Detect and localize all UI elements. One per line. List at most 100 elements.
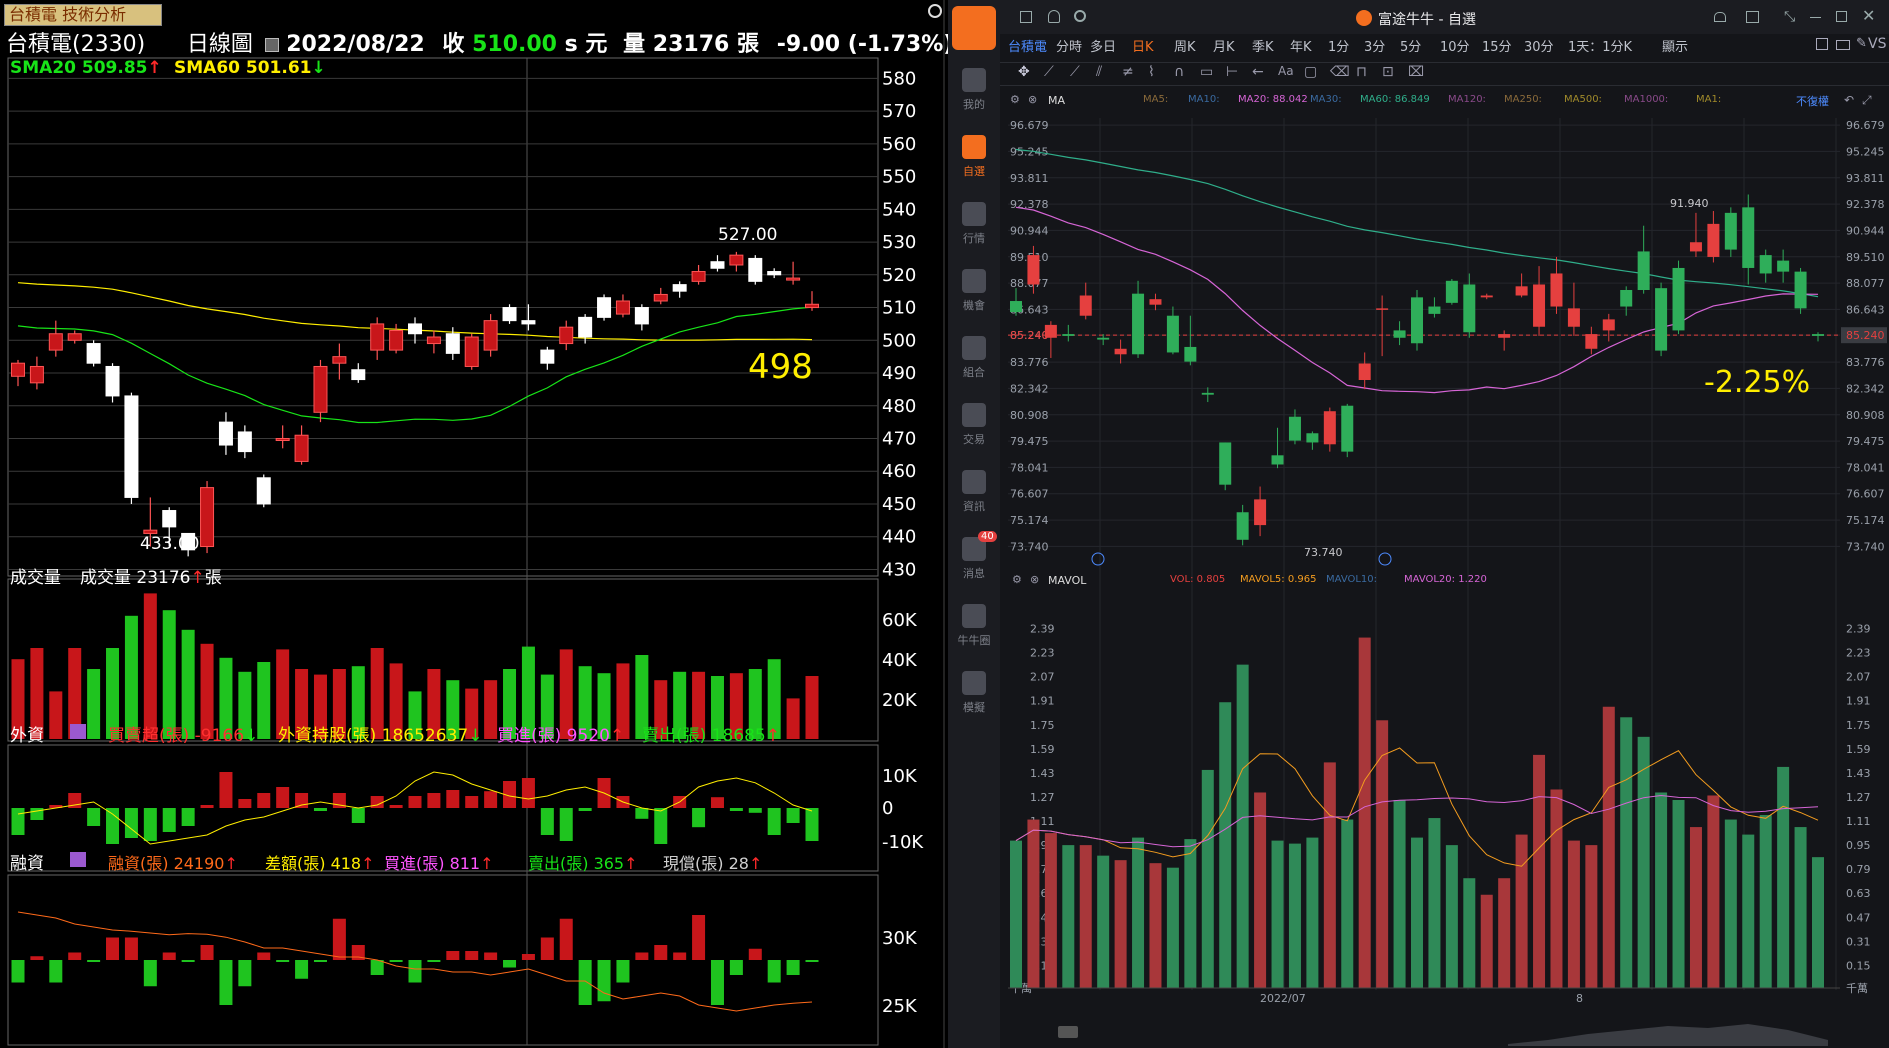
- ma-settings-icon[interactable]: ⚙: [1010, 93, 1020, 106]
- ma-close-icon[interactable]: ⊗: [1028, 93, 1038, 106]
- parallel-tool-icon[interactable]: ≠: [1122, 64, 1134, 80]
- minimize-icon[interactable]: [1810, 17, 1821, 18]
- sidebar-icon-9[interactable]: [962, 671, 986, 695]
- fullscreen-icon[interactable]: ⤢: [1862, 93, 1872, 107]
- search-icon[interactable]: [1074, 10, 1086, 22]
- sidebar-label-9[interactable]: 模擬: [963, 701, 985, 714]
- fib-tool-icon[interactable]: ⌇: [1148, 64, 1155, 80]
- menu-icon[interactable]: [1020, 11, 1032, 23]
- tab-9[interactable]: 3分: [1364, 40, 1386, 55]
- dropdown-icon[interactable]: [264, 38, 279, 52]
- text-tool-icon[interactable]: Aa: [1278, 64, 1294, 78]
- arrow-tool-icon[interactable]: ←: [1252, 64, 1264, 80]
- camera-icon[interactable]: [1836, 40, 1850, 50]
- ma-item-3[interactable]: MA30:: [1310, 94, 1342, 105]
- tab-6[interactable]: 季K: [1252, 40, 1274, 55]
- list-icon[interactable]: [70, 724, 86, 739]
- rect-tool-icon[interactable]: ▭: [1200, 64, 1214, 80]
- lock-tool-icon[interactable]: ⊡: [1382, 64, 1394, 80]
- ma-item-2[interactable]: MA20: 88.042: [1238, 94, 1308, 105]
- tab-15[interactable]: 顯示: [1662, 40, 1689, 55]
- magnet-tool-icon[interactable]: ⊓: [1356, 64, 1367, 80]
- sidebar-label-5[interactable]: 交易: [963, 433, 985, 446]
- line-tool-icon[interactable]: ⟋: [1044, 64, 1054, 80]
- app-logo[interactable]: [952, 6, 996, 50]
- tab-1[interactable]: 分時: [1056, 40, 1083, 55]
- vol-close-icon[interactable]: ⊗: [1030, 573, 1040, 586]
- tab-3[interactable]: 日K: [1132, 40, 1154, 55]
- price-tick-left: 80.908: [1010, 409, 1049, 422]
- sidebar-icon-5[interactable]: [962, 403, 986, 427]
- no-adjust-button[interactable]: 不復權: [1796, 95, 1829, 108]
- up-arrow-icon: ↑: [480, 854, 494, 873]
- vol-settings-icon[interactable]: ⚙: [1012, 573, 1022, 586]
- ma-item-9[interactable]: MA1:: [1696, 94, 1722, 105]
- undo-icon[interactable]: ↶: [1844, 93, 1855, 107]
- draw-icon[interactable]: ✎: [1856, 36, 1867, 51]
- move-icon[interactable]: ✥: [1018, 64, 1030, 80]
- more-button[interactable]: [1058, 1026, 1078, 1038]
- arc-tool-icon[interactable]: ∩: [1174, 64, 1185, 80]
- sidebar-icon-1[interactable]: [962, 135, 986, 159]
- sidebar-icon-2[interactable]: [962, 202, 986, 226]
- sidebar-label-0[interactable]: 我的: [963, 98, 985, 111]
- ma-item-8[interactable]: MA1000:: [1624, 94, 1669, 105]
- vol-indicator-label[interactable]: MAVOL: [1048, 574, 1087, 587]
- tab-11[interactable]: 10分: [1440, 40, 1470, 55]
- tab-7[interactable]: 年K: [1290, 40, 1312, 55]
- list-icon[interactable]: [70, 852, 86, 867]
- ma-item-0[interactable]: MA5:: [1143, 94, 1169, 105]
- maximize-icon[interactable]: [1836, 11, 1847, 22]
- measure-tool-icon[interactable]: ⊢: [1226, 64, 1239, 80]
- tab-13[interactable]: 30分: [1524, 40, 1554, 55]
- tab-14[interactable]: 1天：1分K: [1568, 40, 1633, 55]
- sidebar-label-8[interactable]: 牛牛圈: [957, 634, 991, 647]
- price-tick-label: 570: [882, 101, 916, 122]
- tab-12[interactable]: 15分: [1482, 40, 1512, 55]
- close-icon[interactable]: ✕: [1862, 6, 1876, 25]
- note-tool-icon[interactable]: ▢: [1304, 64, 1318, 80]
- sidebar-icon-8[interactable]: [962, 604, 986, 628]
- vol-item-2[interactable]: MAVOL10:: [1326, 574, 1378, 585]
- tab-5[interactable]: 月K: [1213, 40, 1235, 55]
- sidebar-label-6[interactable]: 資訊: [963, 500, 985, 513]
- skin-icon[interactable]: [1746, 11, 1759, 23]
- fi-buy-text: 買進(張) 9520: [497, 726, 610, 746]
- bell-icon[interactable]: [1048, 10, 1060, 23]
- tab-10[interactable]: 5分: [1400, 40, 1422, 55]
- left-window-title[interactable]: 台積電 技術分析: [4, 4, 162, 26]
- collapse-icon[interactable]: ⤡: [1784, 9, 1796, 25]
- sidebar-icon-6[interactable]: [962, 470, 986, 494]
- eraser-tool-icon[interactable]: ⌫: [1330, 64, 1350, 80]
- candle-body: [1358, 363, 1371, 380]
- trash-tool-icon[interactable]: ⌧: [1408, 64, 1425, 80]
- headset-icon[interactable]: [1714, 12, 1726, 22]
- ma-label[interactable]: MA: [1048, 94, 1066, 107]
- ma-item-7[interactable]: MA500:: [1564, 94, 1602, 105]
- tab-4[interactable]: 周K: [1174, 40, 1196, 55]
- sidebar-label-1[interactable]: 自選: [963, 165, 985, 178]
- channel-tool-icon[interactable]: ⫽: [1096, 64, 1103, 80]
- vs-label[interactable]: VS FI: [1868, 36, 1889, 52]
- sidebar-label-4[interactable]: 組合: [963, 366, 985, 379]
- ma-item-5[interactable]: MA120:: [1448, 94, 1486, 105]
- tab-8[interactable]: 1分: [1328, 40, 1350, 55]
- ma-item-1[interactable]: MA10:: [1188, 94, 1220, 105]
- volume-bar: [1550, 789, 1563, 988]
- ma-item-4[interactable]: MA60: 86.849: [1360, 94, 1430, 105]
- vol-item-3[interactable]: MAVOL20: 1.220: [1404, 574, 1487, 585]
- sidebar-icon-0[interactable]: [962, 68, 986, 92]
- sidebar-icon-4[interactable]: [962, 336, 986, 360]
- ray-tool-icon[interactable]: ⟋: [1070, 64, 1080, 80]
- zoom-icon[interactable]: [928, 4, 942, 18]
- ma-item-6[interactable]: MA250:: [1504, 94, 1542, 105]
- sidebar-label-3[interactable]: 機會: [963, 299, 985, 312]
- sidebar-label-7[interactable]: 消息: [963, 567, 985, 580]
- vol-item-0[interactable]: VOL: 0.805: [1170, 574, 1226, 585]
- tab-0[interactable]: 台積電: [1008, 40, 1048, 55]
- vol-item-1[interactable]: MAVOL5: 0.965: [1240, 574, 1317, 585]
- sidebar-label-2[interactable]: 行情: [963, 232, 985, 245]
- tab-2[interactable]: 多日: [1090, 40, 1117, 55]
- settings-icon[interactable]: [1816, 38, 1828, 50]
- sidebar-icon-3[interactable]: [962, 269, 986, 293]
